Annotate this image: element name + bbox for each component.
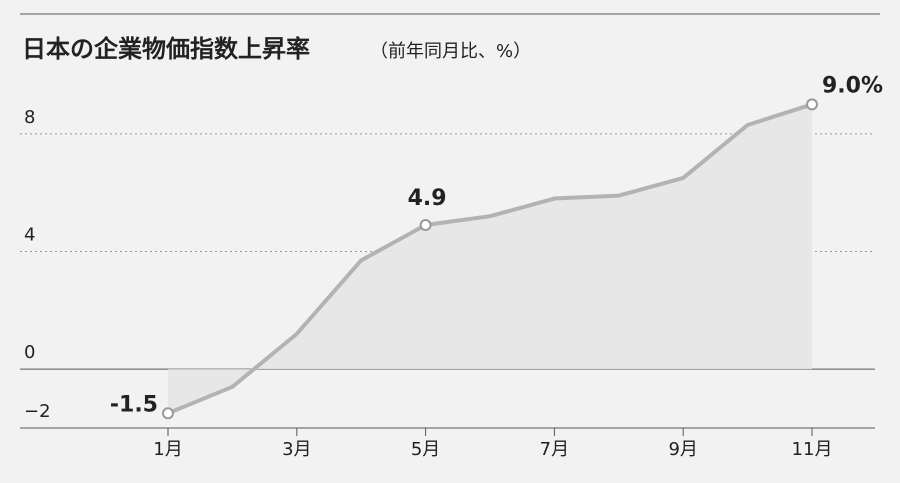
x-tick-label: 3月 xyxy=(282,439,311,460)
marker xyxy=(162,407,174,420)
value-label: 9.0% xyxy=(822,73,883,98)
line xyxy=(167,102,813,416)
marker xyxy=(419,219,432,232)
x-tick-label: 7月 xyxy=(540,439,569,460)
value-label: 4.9 xyxy=(408,186,447,211)
y-tick-label: 8 xyxy=(24,107,35,128)
y-tick-label: −2 xyxy=(24,401,51,422)
chart-title: 日本の企業物価指数上昇率 xyxy=(22,35,310,63)
area xyxy=(168,104,812,414)
chart-subtitle: （前年同月比、%） xyxy=(370,41,531,62)
marker xyxy=(806,98,818,111)
x-tick-label: 9月 xyxy=(668,439,697,460)
x-tick-label: 5月 xyxy=(411,439,440,460)
value-label: -1.5 xyxy=(110,392,158,417)
x-tick-label: 1月 xyxy=(153,439,182,460)
y-tick-label: 0 xyxy=(24,342,35,363)
x-tick-label: 11月 xyxy=(792,439,833,460)
y-tick-label: 4 xyxy=(24,225,35,246)
